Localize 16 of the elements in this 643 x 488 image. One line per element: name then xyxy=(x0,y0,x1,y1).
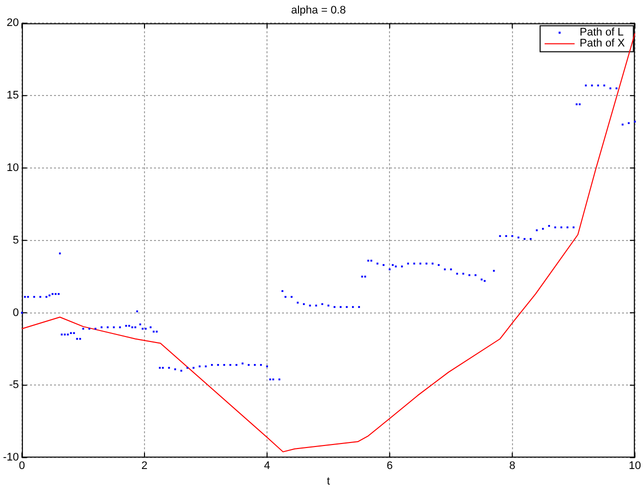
x-tick-label: 6 xyxy=(386,460,393,472)
y-tick-label: 10 xyxy=(6,162,19,174)
y-tick-label: 15 xyxy=(6,90,19,102)
legend-label: Path of L xyxy=(580,26,624,39)
legend-label: Path of X xyxy=(580,38,626,50)
chart-title: alpha = 0.8 xyxy=(291,4,346,17)
y-tick-label: 0 xyxy=(12,306,19,319)
y-tick-label: 20 xyxy=(6,17,19,30)
x-tick-label: 4 xyxy=(264,460,270,472)
y-tick-label: -5 xyxy=(9,379,19,392)
x-tick-label: 2 xyxy=(141,460,148,472)
y-tick-label: -10 xyxy=(2,452,19,464)
x-tick-label: 8 xyxy=(509,460,516,472)
x-axis-title: t xyxy=(326,475,330,488)
x-tick-label: 10 xyxy=(628,460,642,472)
y-tick-label: 5 xyxy=(12,234,19,246)
